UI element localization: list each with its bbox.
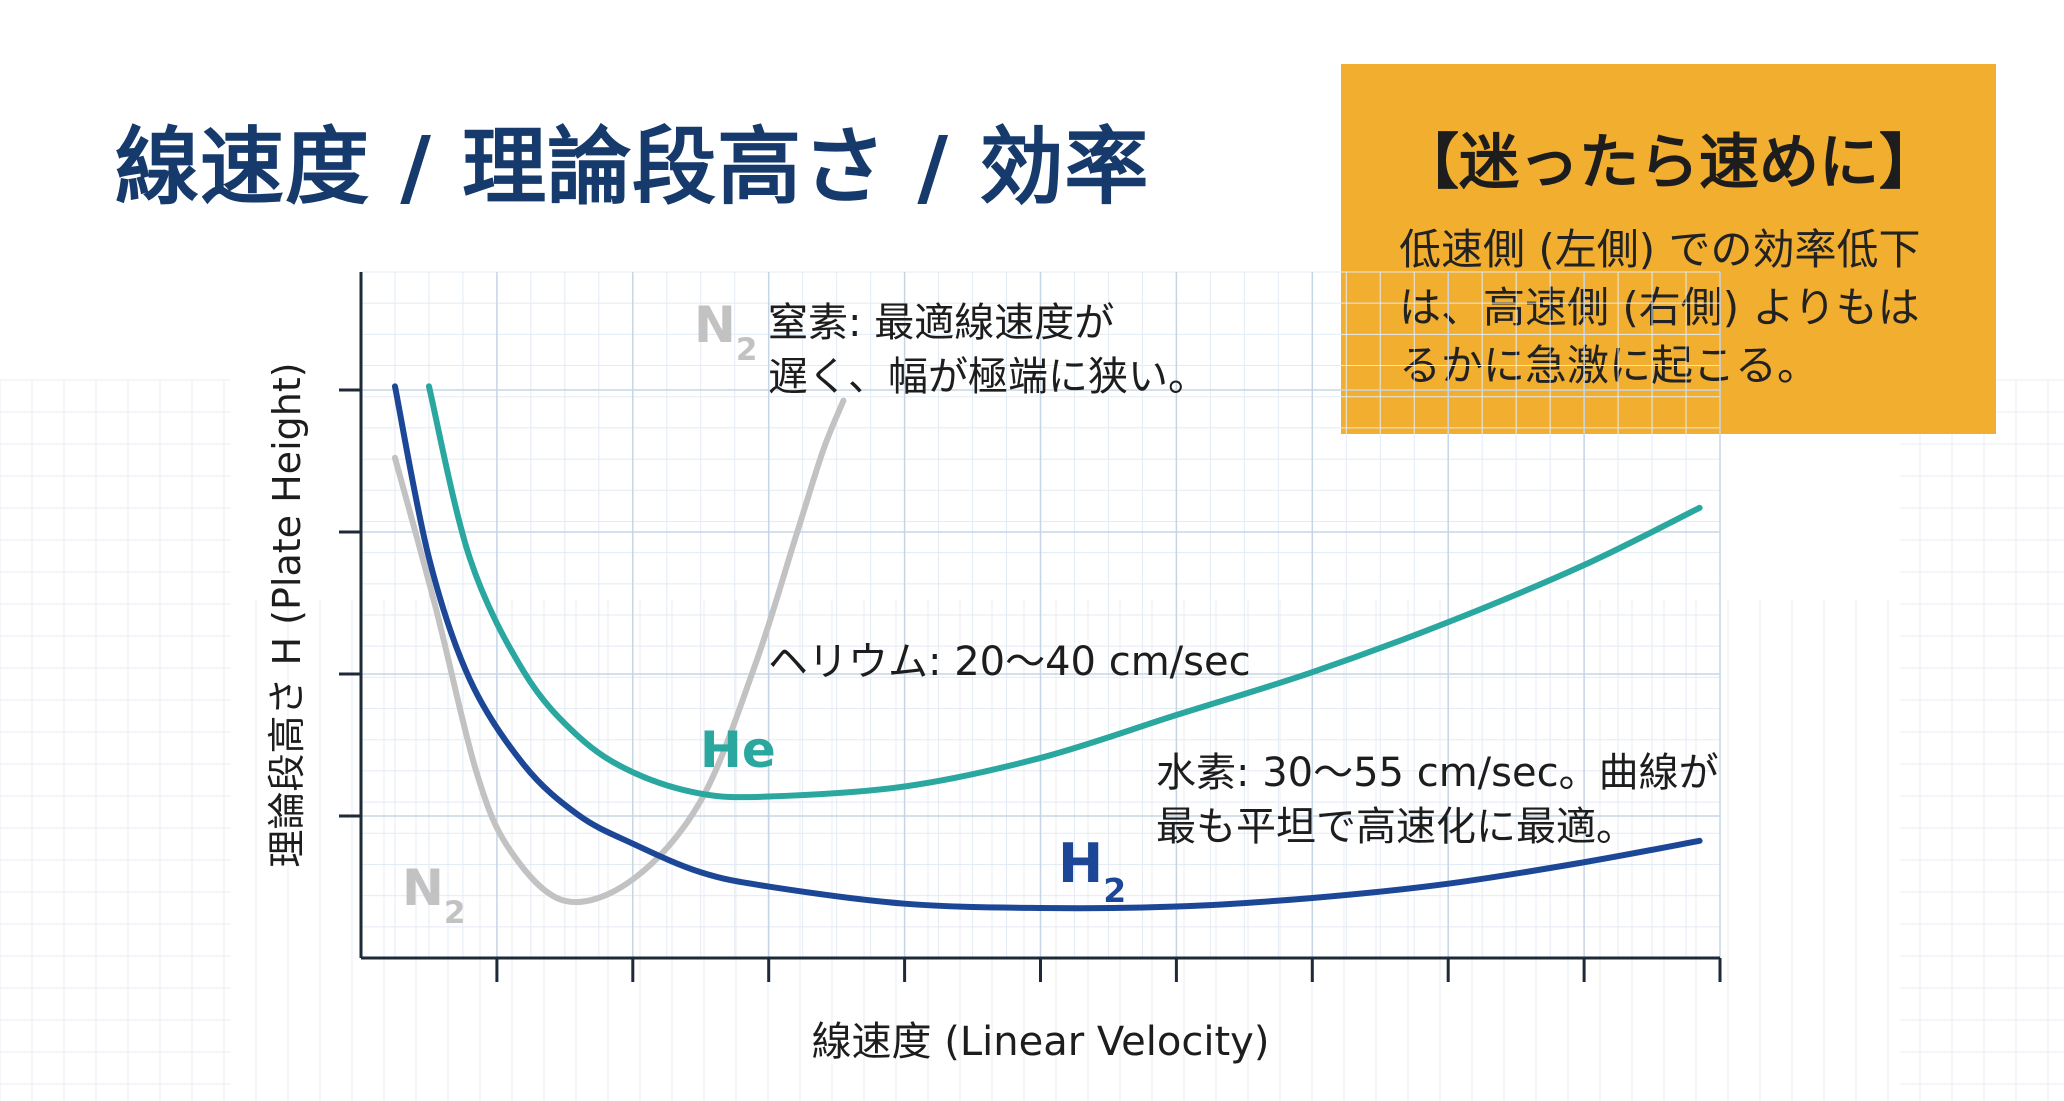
he-curve	[425, 383, 1703, 801]
major-grid	[361, 272, 1721, 958]
h2-label: H2	[1058, 832, 1126, 910]
n2-annotation: 窒素: 最適線速度が遅く、幅が極端に狭い。	[768, 300, 1208, 400]
n2-label-bottom: N2	[402, 859, 465, 931]
he-label: He	[700, 721, 776, 779]
he-annotation: ヘリウム: 20〜40 cm/sec	[768, 639, 1251, 685]
x-axis-label: 線速度 (Linear Velocity)	[812, 1019, 1270, 1065]
h2-curve	[391, 383, 1703, 912]
n2-label-top: N2	[694, 296, 757, 368]
n2-curve	[391, 397, 847, 905]
tip-title: 【迷ったら速めに】	[1399, 128, 1939, 198]
tip-box: 【迷ったら速めに】 低速側 (左側) での効率低下は、高速側 (右側) よりもは…	[1341, 64, 1996, 434]
h2-annotation: 水素: 30〜55 cm/sec。曲線が最も平坦で高速化に最適。	[1156, 750, 1719, 850]
series-group	[391, 383, 1703, 912]
y-axis-label: 理論段高さ H (Plate Height)	[265, 362, 309, 867]
slide-title: 線速度 / 理論段高さ / 効率	[115, 118, 1150, 216]
